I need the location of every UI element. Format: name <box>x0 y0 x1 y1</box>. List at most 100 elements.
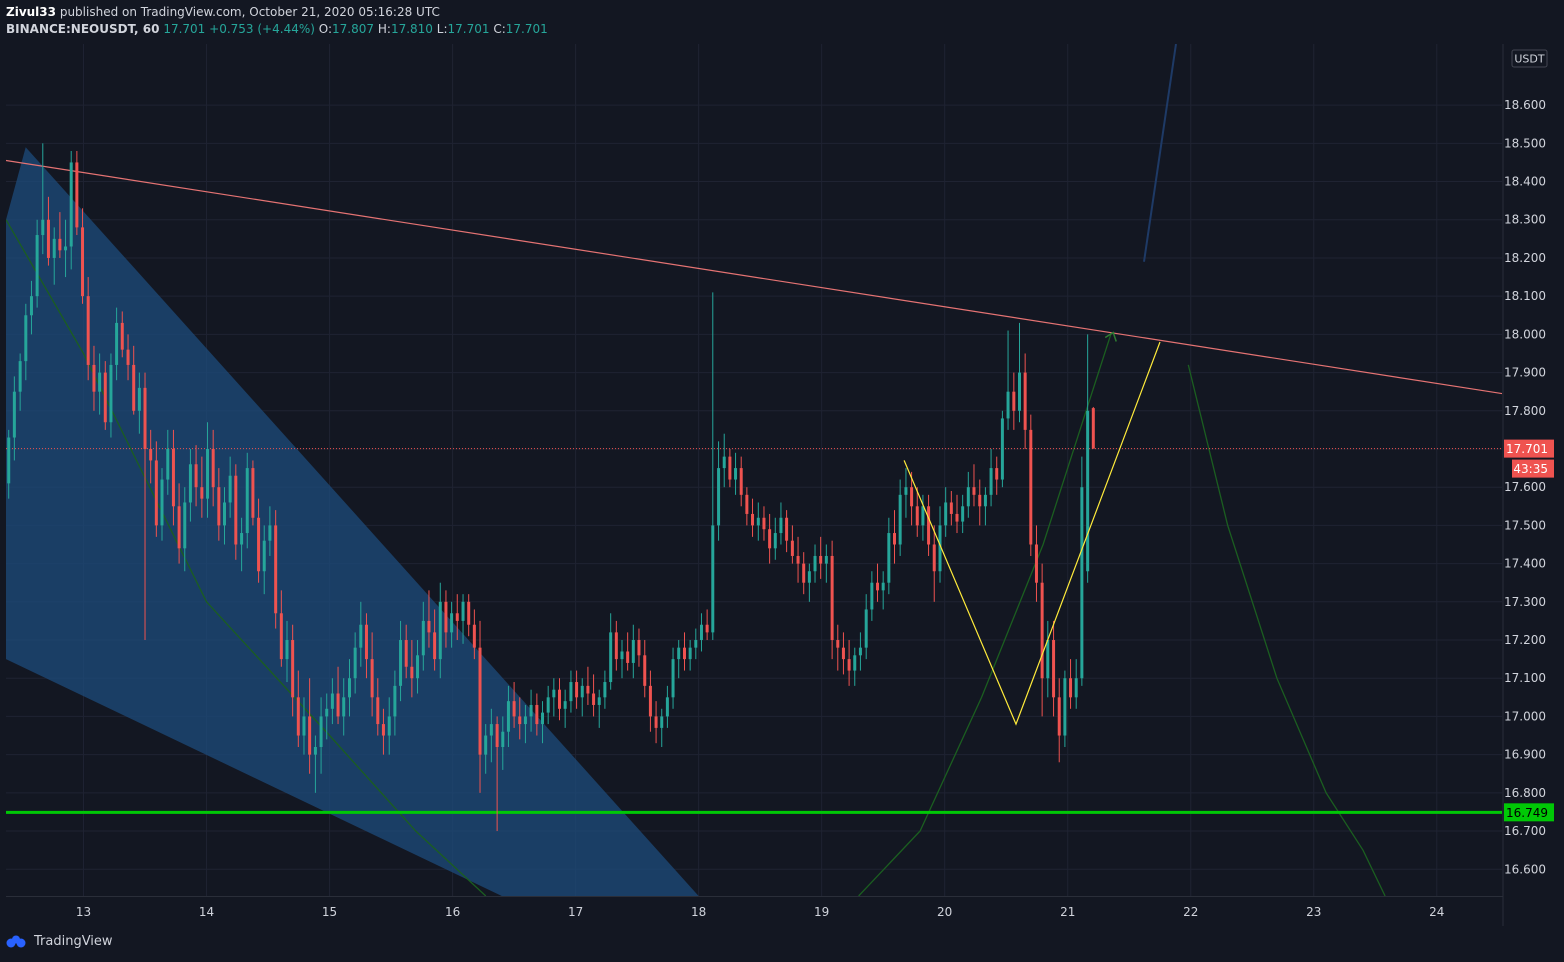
candle-body <box>563 701 567 709</box>
candle-body <box>132 364 136 411</box>
candle-body <box>313 746 317 755</box>
candle <box>699 613 703 652</box>
candle <box>807 563 811 602</box>
candle <box>330 678 334 725</box>
candle <box>1074 659 1078 709</box>
candle-body <box>876 582 880 591</box>
brand-name[interactable]: TradingView <box>34 934 113 949</box>
candle <box>637 628 641 667</box>
candle-body <box>580 685 584 698</box>
candle <box>972 464 976 507</box>
candle-body <box>677 647 681 660</box>
candle <box>1034 525 1038 602</box>
candle-body <box>103 372 107 423</box>
candle-body <box>285 640 289 660</box>
price-tick-label: 16.700 <box>1504 824 1546 838</box>
candle-body <box>921 506 925 526</box>
candle <box>24 303 28 381</box>
candle-body <box>858 647 862 656</box>
countdown-box <box>1512 459 1554 478</box>
candle <box>120 311 124 358</box>
candle <box>626 632 630 671</box>
candle <box>177 483 181 564</box>
publisher-name[interactable]: Zivul33 <box>6 5 56 19</box>
candle <box>569 670 573 713</box>
candle-body <box>410 666 414 679</box>
price-tick-label: 17.100 <box>1504 671 1546 685</box>
candle <box>779 502 783 545</box>
last-price-value: 17.701 <box>163 22 206 36</box>
projection-line <box>1143 44 1177 262</box>
candle-body <box>58 238 62 251</box>
candle-body <box>274 525 278 614</box>
candle <box>342 678 346 736</box>
candle-body <box>29 296 33 316</box>
candle-body <box>654 716 658 728</box>
candle <box>41 143 45 255</box>
candle <box>876 563 880 602</box>
time-tick-label: 17 <box>568 905 583 919</box>
candles <box>7 143 1095 832</box>
candle-body <box>98 372 102 392</box>
candle-body <box>450 613 454 633</box>
currency-badge-box <box>1511 49 1548 68</box>
candle-body <box>1091 408 1095 449</box>
time-tick-label: 19 <box>814 905 829 919</box>
candle-body <box>512 701 516 717</box>
price-tick-label: 17.800 <box>1504 404 1546 418</box>
candle-body <box>688 647 692 660</box>
support-price-badge: 16.749 <box>1504 803 1554 822</box>
candle-body <box>648 685 652 717</box>
candle <box>722 433 726 488</box>
change-value: +0.753 (+4.44%) <box>209 22 315 36</box>
candle <box>336 666 340 725</box>
ohlc-legend: BINANCE:NEOUSDT, 60 17.701 +0.753 (+4.44… <box>6 21 548 38</box>
candle-body <box>319 716 323 747</box>
candle-body <box>381 724 385 736</box>
candle-body <box>160 479 164 526</box>
candle-body <box>336 693 340 717</box>
open-value: 17.807 <box>332 22 375 36</box>
candle <box>262 525 266 595</box>
candle <box>211 429 215 507</box>
candle-body <box>342 697 346 717</box>
candle <box>739 456 743 507</box>
price-tick-label: 18.100 <box>1504 289 1546 303</box>
candle-body <box>802 563 806 583</box>
candle <box>563 689 567 728</box>
candle <box>285 620 289 683</box>
candle-body <box>824 555 828 564</box>
candle-body <box>620 651 624 660</box>
candle-body <box>211 448 215 488</box>
price-tick-label: 18.000 <box>1504 327 1546 341</box>
candle-body <box>609 632 613 683</box>
candle-body <box>467 601 471 625</box>
candle <box>682 632 686 671</box>
candle-body <box>966 487 970 507</box>
candle-body <box>35 235 39 297</box>
candle <box>257 498 261 583</box>
candle <box>603 670 607 709</box>
candle-body <box>478 647 482 755</box>
candle <box>944 487 948 537</box>
candle <box>790 525 794 564</box>
price-tick-label: 18.400 <box>1504 175 1546 189</box>
candle-body <box>257 517 261 572</box>
symbol-label[interactable]: BINANCE:NEOUSDT, 60 <box>6 22 160 36</box>
time-tick-label: 21 <box>1060 905 1075 919</box>
candle-body <box>308 716 312 755</box>
candle-body <box>705 624 709 633</box>
candle-body <box>711 525 715 633</box>
candle-body <box>972 487 976 495</box>
candle <box>728 448 732 488</box>
candle-body <box>489 724 493 736</box>
currency-badge: USDT <box>1511 49 1548 68</box>
candle <box>302 697 306 755</box>
candle <box>319 697 323 774</box>
candle <box>228 456 232 518</box>
candle-body <box>81 227 85 297</box>
candle <box>279 590 283 667</box>
candle-body <box>927 506 931 545</box>
candle-body <box>262 540 266 572</box>
